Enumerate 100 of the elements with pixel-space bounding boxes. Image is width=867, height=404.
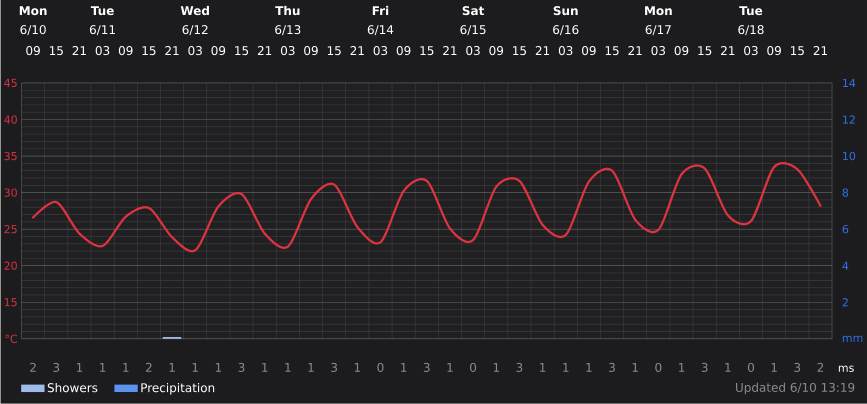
text: 6/15 <box>460 25 486 36</box>
x-tick-label: 09 <box>582 46 596 56</box>
legend-label: Showers <box>48 383 98 392</box>
text: 6/11 <box>90 25 115 36</box>
text: 1 <box>540 363 546 372</box>
x-tick-label: 09 <box>489 46 504 56</box>
x-tick-label: 21 <box>258 46 272 56</box>
x-tick-label: 21 <box>350 46 364 56</box>
text: 1 <box>632 363 638 372</box>
x-tick-label: 15 <box>142 46 156 56</box>
text: 6/10 <box>20 25 46 36</box>
x-tick-label: 15 <box>698 46 712 56</box>
text: 1 <box>170 363 175 372</box>
x-tick-label: 15 <box>235 46 248 56</box>
y2-tick-label: 14 <box>843 79 856 88</box>
text: 3 <box>238 362 244 372</box>
x-tick-label: 09 <box>212 46 226 56</box>
x-axis-title: ms <box>838 366 854 372</box>
x-tick-label: 03 <box>280 46 294 56</box>
text: Wed <box>180 6 209 16</box>
text: Tue <box>739 6 762 16</box>
x-tick-label: 03 <box>558 46 572 56</box>
text: 1 <box>679 363 684 372</box>
y-tick-label: 30 <box>4 188 17 197</box>
x-tick-label: 03 <box>744 46 758 56</box>
text: 1 <box>123 363 128 372</box>
x-tick-label: 15 <box>328 46 341 56</box>
text: 1 <box>216 363 222 372</box>
x-tick-label: 15 <box>50 46 63 56</box>
x-tick-label: 09 <box>304 46 318 56</box>
legend-label: Precipitation <box>141 383 214 395</box>
x-tick-label: 21 <box>165 46 179 56</box>
y2-tick-label: 4 <box>842 262 848 270</box>
text: 2 <box>146 362 152 372</box>
x-tick-label: 15 <box>420 46 434 56</box>
x-tick-label: 09 <box>396 46 410 56</box>
y-tick-label: 35 <box>4 152 17 160</box>
y-tick-label: °C <box>6 334 18 344</box>
x-tick-label: 03 <box>374 46 388 56</box>
text: 6/17 <box>646 25 671 36</box>
y2-tick-label: 10 <box>843 152 856 160</box>
text: Fri <box>372 6 388 16</box>
y2-tick-label: 2 <box>842 298 848 306</box>
text: 1 <box>285 363 291 372</box>
text: 1 <box>586 363 592 372</box>
text: 3 <box>702 362 708 372</box>
text: 1 <box>262 363 268 372</box>
text: 6/13 <box>275 25 300 36</box>
text: 6/16 <box>553 25 578 36</box>
text: 6/18 <box>738 25 764 36</box>
text: 3 <box>609 362 615 372</box>
text: Mon <box>20 6 47 16</box>
y2-tick-label: 6 <box>842 225 848 234</box>
x-tick-label: 21 <box>814 46 827 56</box>
text: 0 <box>377 362 384 372</box>
text: 6/14 <box>368 25 394 36</box>
x-tick-label: 21 <box>72 46 86 56</box>
text: 1 <box>725 363 731 372</box>
y-tick-label: 15 <box>4 298 17 306</box>
text: 0 <box>748 362 754 372</box>
x-tick-label: 21 <box>536 46 550 56</box>
text: 1 <box>563 363 568 372</box>
text: 3 <box>516 362 522 372</box>
y2-tick-label: 8 <box>842 188 848 197</box>
text: 1 <box>401 363 406 372</box>
text: Tue <box>90 6 114 16</box>
text: 1 <box>447 363 453 372</box>
x-tick-label: 03 <box>188 46 202 56</box>
text: Sat <box>462 6 484 16</box>
x-tick-label: 21 <box>628 46 642 56</box>
text: 6/12 <box>182 25 208 36</box>
text: 1 <box>772 363 777 372</box>
text: Mon <box>645 6 672 16</box>
x-tick-label: 09 <box>767 46 781 56</box>
x-tick-label: 09 <box>674 46 688 56</box>
text: 0 <box>470 362 476 372</box>
text: 2 <box>818 362 824 372</box>
text: 1 <box>76 363 82 372</box>
x-tick-label: 21 <box>443 46 456 56</box>
text: 0 <box>655 362 662 372</box>
y-tick-label: 25 <box>4 225 17 234</box>
text: 2 <box>30 362 36 372</box>
x-tick-label: 09 <box>26 46 40 56</box>
y-tick-label: 45 <box>4 78 17 88</box>
x-tick-label: 03 <box>466 46 480 56</box>
x-tick-label: 21 <box>721 46 734 56</box>
x-tick-label: 15 <box>606 46 619 56</box>
text: 1 <box>192 363 198 372</box>
text: 1 <box>100 363 106 372</box>
x-tick-label: 09 <box>118 46 133 56</box>
y2-tick-label: 12 <box>843 116 855 124</box>
text: 1 <box>308 363 314 372</box>
x-tick-label: 03 <box>652 46 666 56</box>
x-tick-label: 15 <box>513 46 526 56</box>
y2-tick-label: mm <box>842 336 862 342</box>
text: Sun <box>554 6 578 16</box>
text: 3 <box>794 362 800 372</box>
text: 3 <box>53 362 60 372</box>
text: 3 <box>424 362 430 372</box>
text: 3 <box>331 362 337 372</box>
